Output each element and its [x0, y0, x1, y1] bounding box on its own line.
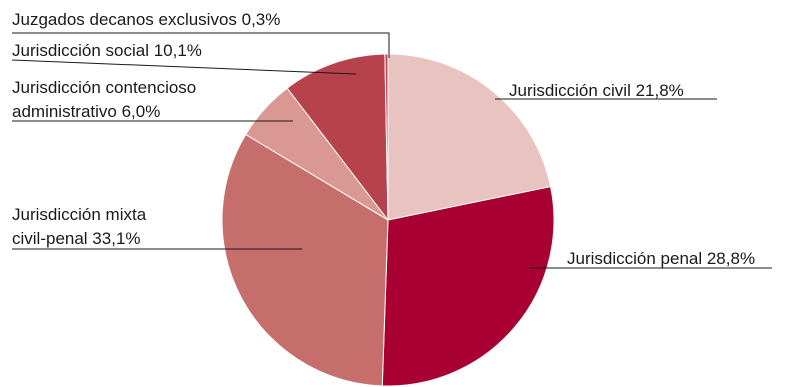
- pie-slice-jurisdiccion-penal-28-8: [381, 186, 555, 387]
- pie-slices: [221, 53, 555, 387]
- pie-slice-jurisdiccion-mixta: [221, 133, 389, 387]
- pie-slice-jurisdiccion-civil-21-8: [387, 53, 552, 221]
- slice-label-juzgados-decanos-exclusivos-0-3: Juzgados decanos exclusivos 0,3%: [12, 10, 280, 29]
- slice-label-jurisdiccion-civil-21-8: Jurisdicción civil 21,8%: [509, 81, 684, 100]
- pie-slice-juzgados-decanos-exclusivos-0-3: [384, 53, 389, 221]
- leader-line-juzgados-decanos-exclusivos-0-3: [12, 32, 390, 58]
- slice-label-jurisdiccion-contencioso-line-1: Jurisdicción contencioso: [12, 78, 196, 97]
- slice-label-jurisdiccion-contencioso-line-2: administrativo 6,0%: [12, 102, 160, 121]
- slice-label-jurisdiccion-mixta-line-1: Jurisdicción mixta: [12, 205, 147, 224]
- leader-line-jurisdiccion-social-10-1: [11, 59, 357, 75]
- slice-label-jurisdiccion-social-10-1: Jurisdicción social 10,1%: [12, 41, 202, 60]
- pie-slice-jurisdiccion-social-10-1: [286, 53, 389, 222]
- slice-label-jurisdiccion-mixta-line-2: civil-penal 33,1%: [12, 229, 141, 248]
- slice-label-jurisdiccion-penal-28-8: Jurisdicción penal 28,8%: [567, 249, 755, 268]
